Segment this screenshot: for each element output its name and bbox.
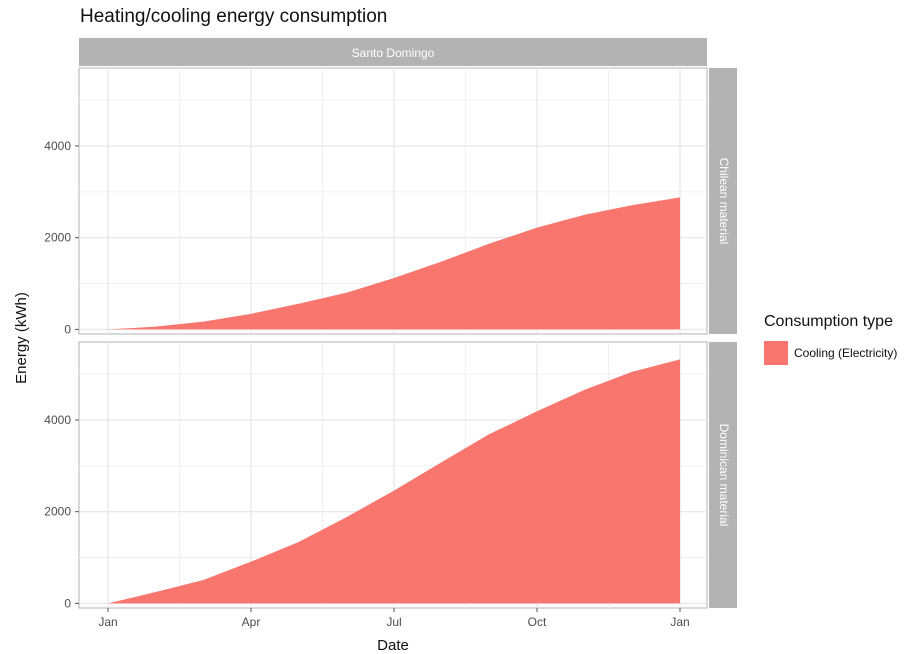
x-tick-label: Oct <box>528 615 547 629</box>
facet-strip-row-label: Chilean material <box>717 158 731 245</box>
facet-strip-top <box>79 38 707 66</box>
y-tick-label: 2000 <box>44 505 71 519</box>
facet-strip-row-label: Dominican material <box>717 424 731 527</box>
chart-title: Heating/cooling energy consumption <box>80 6 388 27</box>
x-tick-label: Jul <box>386 615 401 629</box>
facet-strip-row <box>709 68 737 334</box>
legend-item: Cooling (Electricity) <box>764 341 897 365</box>
legend: Consumption type Cooling (Electricity) <box>764 313 897 365</box>
area-series-cooling <box>108 359 680 604</box>
y-tick-label: 4000 <box>44 413 71 427</box>
facet-strip-row <box>709 342 737 608</box>
legend-label: Cooling (Electricity) <box>794 346 898 360</box>
area-series-cooling <box>108 197 680 330</box>
y-tick-label: 2000 <box>44 231 71 245</box>
x-tick-label: Jan <box>98 615 117 629</box>
y-axis-title: Energy (kWh) <box>13 292 30 384</box>
x-tick-label: Jan <box>670 615 689 629</box>
legend-title: Consumption type <box>764 313 893 330</box>
y-tick-label: 0 <box>64 596 71 610</box>
y-tick-label: 4000 <box>44 139 71 153</box>
legend-swatch <box>764 341 788 365</box>
x-axis-title: Date <box>377 637 409 654</box>
facet-strip-label: Santo Domingo <box>352 46 435 60</box>
y-tick-label: 0 <box>64 322 71 336</box>
x-tick-label: Apr <box>242 615 261 629</box>
